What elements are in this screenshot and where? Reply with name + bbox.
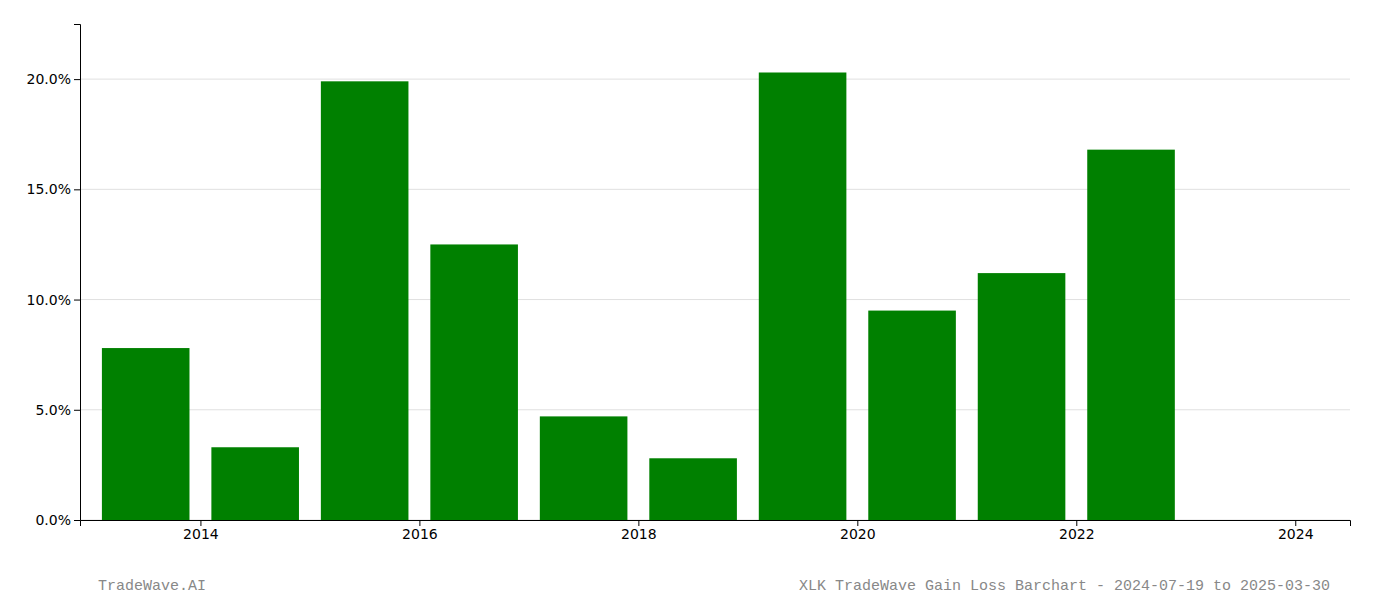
x-tick: 2022 bbox=[1059, 520, 1095, 542]
y-tick-mark bbox=[74, 520, 80, 521]
bar bbox=[759, 72, 847, 520]
y-tick-mark bbox=[74, 189, 80, 190]
footer-text: XLK TradeWave Gain Loss Barchart - 2024-… bbox=[799, 578, 1330, 595]
bar bbox=[649, 458, 737, 520]
bar bbox=[868, 311, 956, 520]
x-tick-label: 2020 bbox=[840, 526, 876, 542]
y-tick: 0.0% bbox=[35, 512, 80, 528]
x-tick-label: 2016 bbox=[402, 526, 438, 542]
chart: 2014 2016 2018 2020 2022 2024 0.0% 5.0% 10.0% 15.… bbox=[0, 0, 1400, 600]
footer-text: TradeWave.AI bbox=[98, 578, 206, 595]
y-tick-mark bbox=[74, 79, 80, 80]
x-tick: 2014 bbox=[183, 520, 219, 542]
y-tick: 5.0% bbox=[35, 402, 80, 418]
x-axis-line bbox=[81, 521, 1351, 527]
bar bbox=[102, 348, 190, 520]
grid bbox=[80, 79, 1350, 520]
y-tick-label: 20.0% bbox=[27, 71, 71, 87]
bar bbox=[430, 244, 518, 520]
y-tick: 20.0% bbox=[27, 71, 80, 87]
x-tick: 2020 bbox=[840, 520, 876, 542]
y-tick-mark bbox=[74, 300, 80, 301]
x-tick: 2016 bbox=[402, 520, 438, 542]
x-tick: 2018 bbox=[621, 520, 657, 542]
y-tick-label: 5.0% bbox=[35, 402, 71, 418]
x-axis: 2014 2016 2018 2020 2022 2024 bbox=[81, 520, 1351, 542]
x-tick-label: 2018 bbox=[621, 526, 657, 542]
y-tick-mark bbox=[74, 410, 80, 411]
bar bbox=[1087, 150, 1175, 520]
x-tick: 2024 bbox=[1278, 520, 1314, 542]
bars bbox=[102, 72, 1175, 520]
bar bbox=[211, 447, 299, 520]
bar bbox=[321, 81, 409, 520]
y-tick-label: 10.0% bbox=[27, 292, 71, 308]
x-tick-label: 2022 bbox=[1059, 526, 1095, 542]
bar bbox=[540, 416, 628, 520]
y-tick-label: 0.0% bbox=[35, 512, 71, 528]
y-axis: 0.0% 5.0% 10.0% 15.0% 20.0% bbox=[27, 25, 81, 528]
bar bbox=[978, 273, 1066, 520]
y-tick: 10.0% bbox=[27, 292, 80, 308]
grid-line bbox=[80, 79, 1350, 80]
x-tick-label: 2014 bbox=[183, 526, 219, 542]
footer: TradeWave.AI XLK TradeWave Gain Loss Barc… bbox=[98, 578, 1330, 595]
x-tick-label: 2024 bbox=[1278, 526, 1314, 542]
y-axis-line bbox=[74, 25, 81, 521]
y-tick-label: 15.0% bbox=[27, 181, 71, 197]
plot: 2014 2016 2018 2020 2022 2024 0.0% 5.0% 10.0% 15.… bbox=[27, 25, 1351, 542]
y-tick: 15.0% bbox=[27, 181, 80, 197]
